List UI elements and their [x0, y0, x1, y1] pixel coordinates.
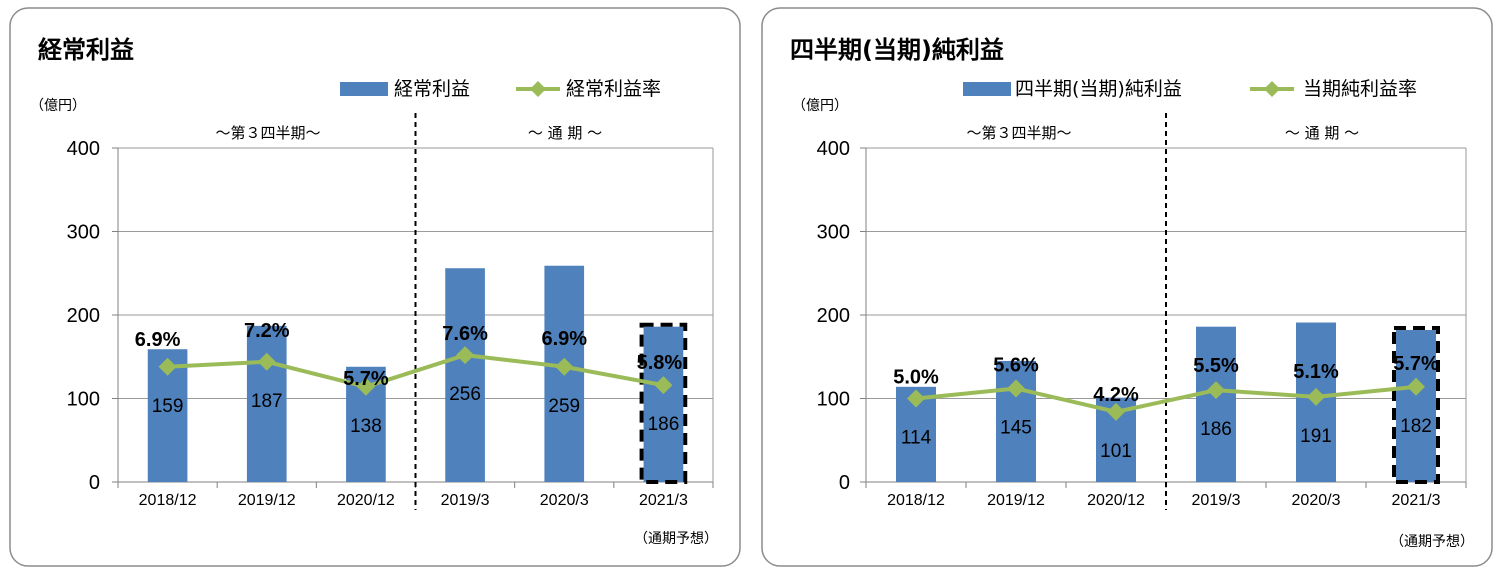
rate-marker: [1307, 387, 1325, 406]
x-tick-label: 2018/12: [887, 492, 945, 509]
rate-marker: [356, 377, 375, 396]
rate-marker: [1007, 379, 1025, 398]
bar: [643, 326, 684, 482]
period-label-q3: ～第３四半期～: [966, 124, 1071, 142]
rate-value-label: 4.2%: [1093, 384, 1139, 406]
bar-value-label: 145: [1000, 417, 1032, 438]
rate-marker: [257, 352, 276, 371]
x-tick-label: 2020/3: [1292, 492, 1341, 509]
rate-value-label: 6.9%: [541, 328, 587, 350]
bar-value-label: 159: [152, 396, 184, 417]
bar-value-label: 138: [350, 416, 382, 437]
y-tick-label: 0: [89, 472, 100, 494]
rate-marker: [1207, 381, 1225, 400]
bar: [246, 325, 287, 482]
chart-title: 四半期(当期)純利益: [790, 36, 1004, 64]
legend-bar-swatch: [963, 82, 1011, 96]
period-label-full-year: ～ 通 期 ～: [528, 124, 602, 142]
forecast-note: （通期予想）: [1390, 534, 1474, 550]
rate-value-label: 7.6%: [442, 323, 488, 345]
rate-marker: [1407, 377, 1425, 396]
x-tick-label: 2021/3: [1392, 492, 1441, 509]
rate-value-label: 5.1%: [1293, 361, 1339, 383]
rate-marker: [654, 376, 673, 395]
bar-value-label: 191: [1300, 426, 1332, 447]
forecast-highlight-box: [639, 322, 688, 484]
x-tick-label: 2021/3: [639, 492, 688, 509]
x-tick-label: 2020/12: [337, 492, 395, 509]
period-label-q3: ～第３四半期～: [215, 124, 320, 142]
bar: [1396, 330, 1436, 482]
rate-marker: [555, 357, 574, 376]
period-label-full-year: ～ 通 期 ～: [1285, 124, 1359, 142]
legend-bar-label: 四半期(当期)純利益: [1015, 78, 1182, 100]
rate-value-label: 5.8%: [637, 352, 683, 374]
bar-value-label: 259: [548, 396, 580, 417]
rate-line: [167, 353, 664, 389]
bar-value-label: 101: [1100, 441, 1132, 462]
y-tick-label: 300: [817, 222, 850, 244]
bar: [1196, 326, 1236, 482]
y-tick-label: 200: [817, 305, 850, 327]
rate-value-label: 7.2%: [244, 320, 290, 342]
y-tick-label: 100: [817, 389, 850, 411]
legend-diamond-marker: [1264, 81, 1280, 97]
bar-value-label: 186: [648, 414, 680, 435]
bar-value-label: 187: [251, 391, 283, 412]
y-tick-label: 300: [67, 222, 100, 244]
y-axis-unit: （億円）: [30, 98, 86, 114]
legend-bar-label: 経常利益: [394, 78, 470, 100]
rate-line: [915, 384, 1417, 414]
rate-marker: [907, 389, 925, 408]
y-tick-label: 200: [67, 305, 100, 327]
rate-value-label: 5.6%: [993, 354, 1039, 376]
bar: [445, 268, 485, 482]
y-tick-label: 400: [817, 138, 850, 160]
rate-value-label: 6.9%: [135, 329, 181, 351]
x-tick-label: 2019/3: [1192, 492, 1241, 509]
x-tick-label: 2019/12: [238, 492, 296, 509]
x-tick-label: 2019/12: [987, 492, 1045, 509]
legend-line-label: 当期純利益率: [1303, 78, 1417, 100]
x-tick-label: 2018/12: [139, 492, 197, 509]
bar-value-label: 256: [449, 384, 481, 405]
y-tick-label: 400: [67, 138, 100, 160]
rate-value-label: 5.5%: [1193, 355, 1239, 377]
rate-value-label: 5.7%: [343, 368, 389, 390]
x-tick-label: 2020/3: [540, 492, 589, 509]
chart-title: 経常利益: [38, 36, 134, 64]
x-tick-label: 2020/12: [1087, 492, 1145, 509]
y-tick-label: 0: [839, 472, 850, 494]
x-tick-label: 2019/3: [441, 492, 490, 509]
rate-marker: [158, 357, 177, 376]
legend-bar-swatch: [340, 82, 388, 96]
bar-value-label: 182: [1400, 416, 1432, 437]
forecast-note: （通期予想）: [634, 531, 718, 547]
rate-marker: [1107, 402, 1125, 421]
rate-marker: [456, 346, 475, 365]
legend-line-label: 経常利益率: [566, 78, 661, 100]
bar-value-label: 186: [1200, 419, 1232, 440]
rate-value-label: 5.0%: [893, 367, 939, 389]
y-tick-label: 100: [67, 389, 100, 411]
bar-value-label: 114: [901, 428, 932, 449]
y-axis-unit: （億円）: [792, 98, 848, 114]
forecast-highlight-box: [1392, 326, 1440, 484]
legend-diamond-marker: [530, 81, 546, 97]
rate-value-label: 5.7%: [1393, 353, 1439, 375]
